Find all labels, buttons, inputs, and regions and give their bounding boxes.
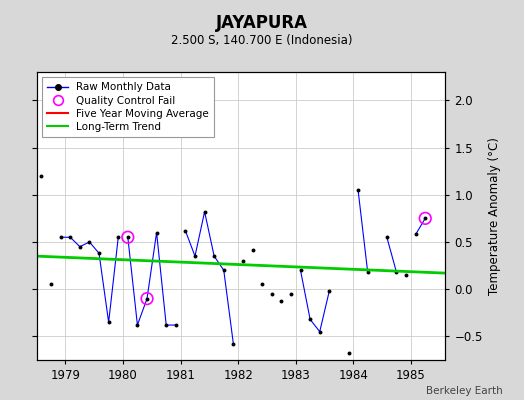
Point bbox=[315, 328, 324, 335]
Point bbox=[277, 297, 286, 304]
Legend: Raw Monthly Data, Quality Control Fail, Five Year Moving Average, Long-Term Tren: Raw Monthly Data, Quality Control Fail, … bbox=[42, 77, 214, 137]
Point bbox=[248, 246, 257, 253]
Point bbox=[229, 341, 237, 347]
Point bbox=[210, 253, 219, 259]
Point bbox=[133, 322, 141, 328]
Point bbox=[104, 319, 113, 326]
Point bbox=[143, 296, 151, 302]
Text: 2.500 S, 140.700 E (Indonesia): 2.500 S, 140.700 E (Indonesia) bbox=[171, 34, 353, 47]
Text: Berkeley Earth: Berkeley Earth bbox=[427, 386, 503, 396]
Point bbox=[306, 316, 314, 322]
Point bbox=[344, 350, 353, 356]
Point bbox=[411, 231, 420, 238]
Point bbox=[421, 215, 430, 222]
Text: JAYAPURA: JAYAPURA bbox=[216, 14, 308, 32]
Point bbox=[85, 239, 94, 245]
Point bbox=[57, 234, 65, 240]
Point bbox=[114, 234, 123, 240]
Point bbox=[392, 269, 401, 275]
Point bbox=[296, 267, 304, 274]
Point bbox=[239, 258, 247, 264]
Point bbox=[325, 288, 333, 294]
Point bbox=[172, 322, 180, 328]
Point bbox=[364, 269, 372, 275]
Point bbox=[124, 234, 132, 240]
Point bbox=[200, 208, 209, 215]
Point bbox=[66, 234, 74, 240]
Point bbox=[143, 296, 151, 302]
Y-axis label: Temperature Anomaly (°C): Temperature Anomaly (°C) bbox=[488, 137, 501, 295]
Point bbox=[402, 272, 410, 278]
Point bbox=[47, 281, 55, 288]
Point bbox=[75, 244, 84, 250]
Point bbox=[268, 291, 276, 297]
Point bbox=[383, 234, 391, 240]
Point bbox=[181, 228, 190, 234]
Point bbox=[258, 281, 266, 288]
Point bbox=[421, 215, 430, 222]
Point bbox=[95, 250, 103, 256]
Point bbox=[162, 322, 170, 328]
Point bbox=[37, 173, 46, 179]
Point bbox=[220, 267, 228, 274]
Point bbox=[152, 229, 161, 236]
Point bbox=[191, 253, 199, 259]
Point bbox=[124, 234, 132, 240]
Point bbox=[354, 187, 362, 193]
Point bbox=[287, 291, 295, 297]
